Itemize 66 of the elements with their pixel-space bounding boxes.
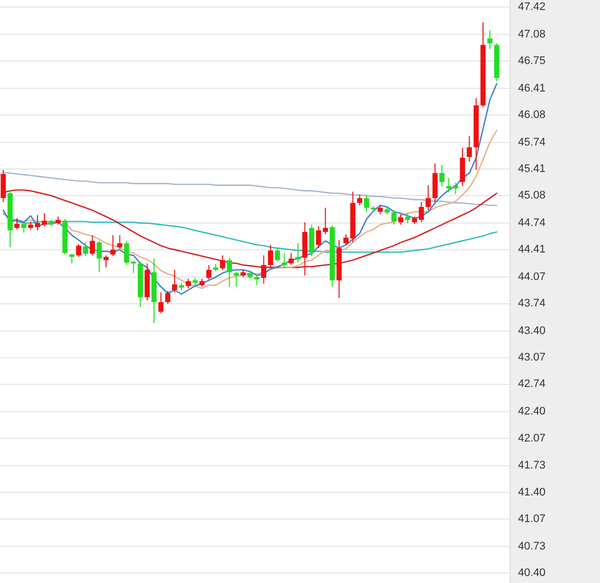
candlestick (439, 164, 444, 186)
candlestick (418, 202, 424, 223)
candlestick (90, 234, 95, 256)
candlestick (165, 290, 170, 304)
candlestick (405, 212, 410, 224)
candlestick (69, 253, 74, 264)
y-tick-label: 43.74 (518, 298, 546, 310)
y-tick-label: 44.41 (518, 244, 546, 256)
y-tick-label: 47.42 (518, 0, 546, 13)
candlestick (42, 212, 47, 227)
candlestick (364, 194, 370, 212)
candlestick (110, 234, 116, 257)
candlestick (254, 274, 260, 286)
candlestick (76, 244, 82, 258)
y-tick-label: 42.07 (518, 432, 546, 444)
y-tick-label: 40.73 (518, 540, 546, 552)
candlestick (391, 210, 397, 226)
candlestick (466, 136, 472, 162)
y-tick-label: 45.08 (518, 190, 546, 202)
candlestick (130, 260, 136, 274)
candlestick (172, 269, 178, 293)
y-tick-label: 46.08 (518, 108, 546, 121)
candlestick (261, 254, 266, 284)
candlestick (124, 240, 130, 266)
candlestick (234, 270, 239, 288)
y-tick-label: 41.40 (518, 486, 546, 498)
candlestick (82, 242, 88, 257)
y-tick-label: 42.40 (518, 406, 546, 418)
candlestick (206, 264, 212, 280)
candlestick (316, 226, 322, 249)
candlestick (282, 252, 287, 269)
y-tick-label: 40.40 (518, 566, 546, 579)
candlestick (186, 278, 191, 289)
y-tick-label: 45.74 (518, 136, 546, 148)
candlestick (426, 184, 431, 211)
y-tick-label: 43.07 (518, 352, 546, 364)
y-tick-label: 44.07 (518, 271, 546, 284)
candlestick (322, 207, 328, 235)
candlestick (103, 254, 109, 268)
candlestick (274, 248, 280, 262)
candlestick (96, 240, 102, 273)
candlestick (158, 292, 164, 314)
candlestick (288, 252, 294, 266)
candlestick (487, 30, 492, 50)
candlestick (295, 242, 301, 264)
line-series (2, 130, 498, 290)
candlestick (398, 214, 404, 226)
candlestick (34, 214, 40, 231)
candlestick (21, 222, 26, 234)
y-tick-label: 46.75 (518, 54, 546, 67)
candlestick (268, 244, 274, 268)
y-tick-label: 41.73 (518, 460, 546, 472)
y-tick-label: 43.40 (518, 325, 546, 338)
candlestick (357, 194, 362, 206)
line-series (2, 172, 498, 206)
y-tick-label: 41.07 (518, 512, 546, 525)
candlestick (220, 254, 226, 270)
candlestick (117, 234, 122, 250)
candlestick (14, 218, 20, 230)
y-tick-label: 44.74 (518, 216, 546, 229)
candlestick (226, 257, 232, 288)
y-tick-label: 42.74 (518, 378, 546, 390)
y-tick-label: 46.41 (518, 82, 546, 94)
y-tick-label: 47.08 (518, 28, 546, 40)
line-series (2, 212, 498, 253)
y-tick-label: 45.41 (518, 162, 546, 175)
